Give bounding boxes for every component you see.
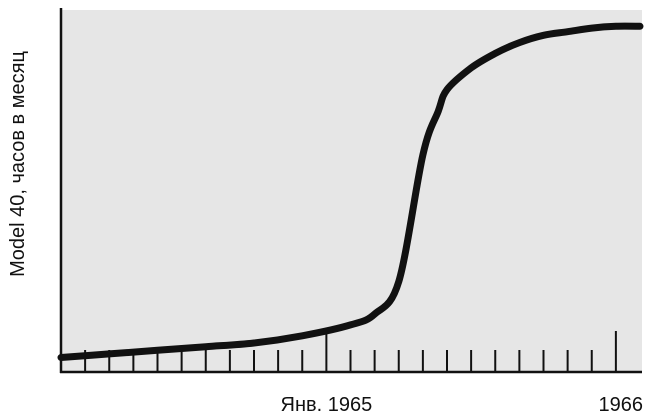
- y-axis-title: Model 40, часов в месяц: [7, 51, 29, 277]
- series-line: [57, 22, 644, 361]
- x-tick-labels: Янв. 1965 1966: [281, 394, 643, 416]
- plot-background: [61, 10, 642, 372]
- x-tick-label: Янв. 1965: [281, 394, 373, 416]
- x-tick-label: 1966: [599, 394, 644, 416]
